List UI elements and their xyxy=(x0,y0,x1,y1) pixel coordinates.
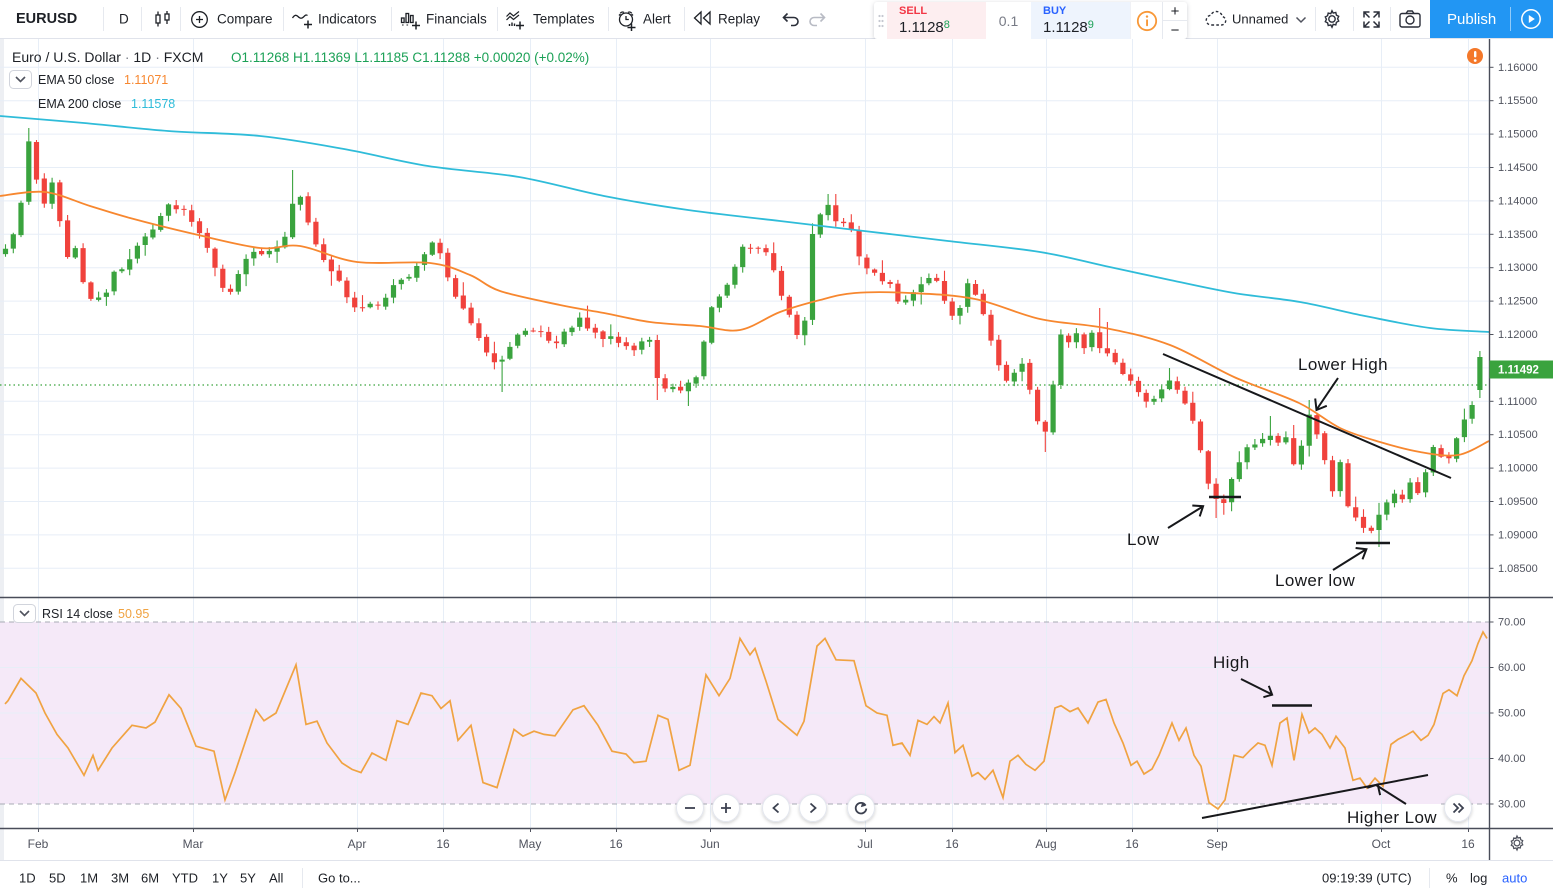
svg-text:Lower low: Lower low xyxy=(1275,571,1355,590)
svg-text:70.00: 70.00 xyxy=(1498,617,1526,629)
svg-text:Mar: Mar xyxy=(183,837,204,851)
svg-text:1.14500: 1.14500 xyxy=(1498,162,1538,174)
svg-text:50.95: 50.95 xyxy=(118,607,149,621)
svg-text:1.13500: 1.13500 xyxy=(1498,229,1538,241)
svg-text:1.10000: 1.10000 xyxy=(1498,463,1538,475)
svg-text:1.11492: 1.11492 xyxy=(1498,365,1539,377)
svg-text:1.15500: 1.15500 xyxy=(1498,95,1538,107)
svg-text:Apr: Apr xyxy=(348,837,367,851)
svg-text:1.11578: 1.11578 xyxy=(131,97,175,111)
svg-text:RSI 14 close: RSI 14 close xyxy=(42,607,113,621)
svg-text:1.12000: 1.12000 xyxy=(1498,329,1538,341)
svg-text:16: 16 xyxy=(1461,837,1475,851)
svg-text:Aug: Aug xyxy=(1035,837,1056,851)
svg-text:30.00: 30.00 xyxy=(1498,799,1526,811)
svg-text:1.09500: 1.09500 xyxy=(1498,496,1538,508)
svg-text:16: 16 xyxy=(436,837,450,851)
svg-text:1.11000: 1.11000 xyxy=(1498,396,1537,408)
svg-text:Higher Low: Higher Low xyxy=(1347,808,1437,827)
svg-text:High: High xyxy=(1213,653,1250,672)
svg-text:May: May xyxy=(519,837,542,851)
svg-text:Sep: Sep xyxy=(1206,837,1228,851)
svg-text:Low: Low xyxy=(1127,530,1160,549)
svg-text:EMA 50 close: EMA 50 close xyxy=(38,73,114,87)
svg-text:EMA 200 close: EMA 200 close xyxy=(38,97,121,111)
svg-text:Oct: Oct xyxy=(1372,837,1391,851)
svg-text:Jun: Jun xyxy=(700,837,719,851)
svg-text:Euro / U.S. Dollar · 1D · FXCM: Euro / U.S. Dollar · 1D · FXCM xyxy=(12,49,203,65)
svg-text:1.15000: 1.15000 xyxy=(1498,129,1538,141)
svg-text:1.12500: 1.12500 xyxy=(1498,296,1538,308)
svg-text:40.00: 40.00 xyxy=(1498,753,1526,765)
svg-text:Lower High: Lower High xyxy=(1298,355,1388,374)
svg-text:50.00: 50.00 xyxy=(1498,708,1526,720)
svg-text:1.16000: 1.16000 xyxy=(1498,62,1538,74)
svg-text:Feb: Feb xyxy=(28,837,49,851)
svg-text:16: 16 xyxy=(945,837,959,851)
svg-text:1.10500: 1.10500 xyxy=(1498,429,1538,441)
svg-text:60.00: 60.00 xyxy=(1498,662,1526,674)
svg-text:Jul: Jul xyxy=(857,837,872,851)
svg-text:O1.11268 H1.11369 L1.11185 C1.: O1.11268 H1.11369 L1.11185 C1.11288 +0.0… xyxy=(231,50,589,65)
svg-text:1.09000: 1.09000 xyxy=(1498,529,1538,541)
svg-text:1.11071: 1.11071 xyxy=(124,73,168,87)
svg-text:1.14000: 1.14000 xyxy=(1498,195,1538,207)
svg-text:16: 16 xyxy=(1125,837,1139,851)
svg-text:1.13000: 1.13000 xyxy=(1498,262,1538,274)
svg-text:16: 16 xyxy=(609,837,623,851)
svg-text:1.08500: 1.08500 xyxy=(1498,563,1538,575)
